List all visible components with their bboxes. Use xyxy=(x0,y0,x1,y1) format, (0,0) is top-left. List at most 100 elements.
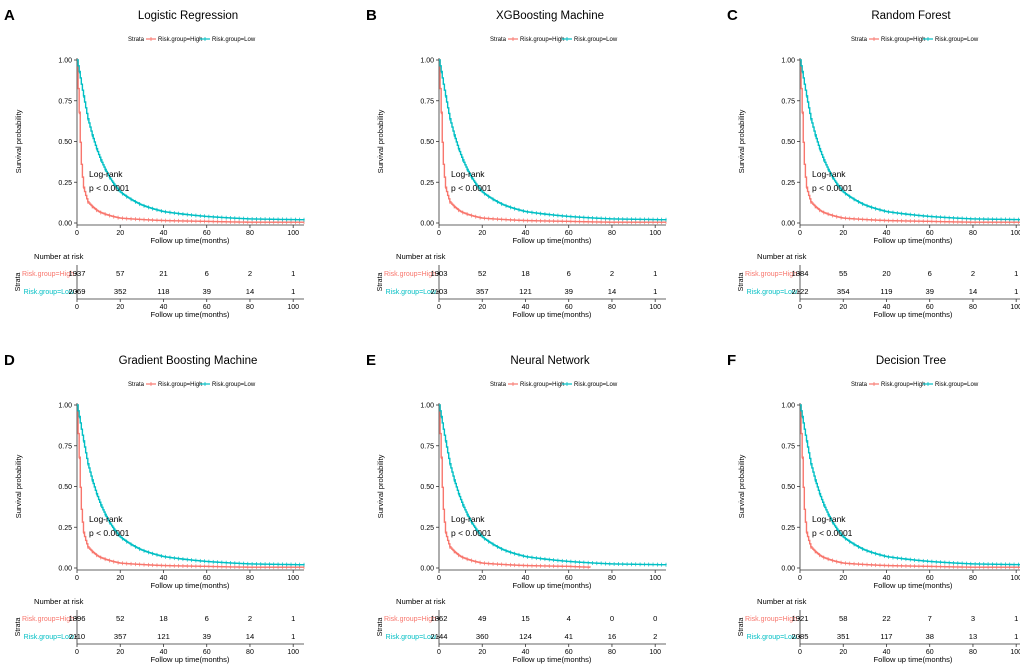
legend-label-low: Risk.group=Low xyxy=(574,382,618,388)
risk-x-tick-label: 0 xyxy=(75,649,79,656)
survival-curve-low xyxy=(439,59,667,221)
risk-count-low: 1 xyxy=(291,632,295,641)
risk-count-low: 2069 xyxy=(69,287,86,296)
legend: Strata Risk.group=High Risk.group=Low xyxy=(128,37,256,43)
risk-count-high: 18 xyxy=(521,269,529,278)
risk-x-tick-label: 100 xyxy=(287,649,299,656)
y-axis-title: Survival probability xyxy=(376,109,385,173)
survival-curve-low xyxy=(77,59,305,221)
x-axis-title: Follow up time(months) xyxy=(151,581,230,590)
risk-count-high: 1921 xyxy=(792,614,809,623)
p-value-label: p < 0.0001 xyxy=(812,183,853,193)
risk-count-low: 351 xyxy=(837,632,850,641)
risk-x-tick-label: 0 xyxy=(437,304,441,311)
risk-count-low: 2110 xyxy=(69,632,85,641)
x-tick-label: 20 xyxy=(839,230,847,237)
survival-curve-high xyxy=(77,59,304,223)
x-tick-label: 20 xyxy=(839,575,847,582)
risk-x-tick-label: 0 xyxy=(798,304,802,311)
p-value-label: p < 0.0001 xyxy=(89,183,130,193)
x-tick-label: 100 xyxy=(287,230,299,237)
risk-count-low: 121 xyxy=(157,632,170,641)
risk-x-tick-label: 40 xyxy=(883,649,891,656)
legend-title: Strata xyxy=(490,37,507,43)
survival-curve-low xyxy=(77,404,305,566)
legend-title: Strata xyxy=(851,37,868,43)
risk-count-low: 2122 xyxy=(792,287,809,296)
y-tick-label: 0.50 xyxy=(58,484,72,491)
risk-count-high: 1 xyxy=(653,269,657,278)
risk-count-low: 2 xyxy=(653,632,657,641)
legend-label-low: Risk.group=Low xyxy=(935,37,979,43)
risk-table-strata-label: Strata xyxy=(738,273,745,292)
x-tick-label: 40 xyxy=(522,575,530,582)
risk-count-high: 6 xyxy=(567,269,571,278)
risk-count-low: 357 xyxy=(114,632,127,641)
y-tick-label: 1.00 xyxy=(781,403,795,410)
x-tick-label: 100 xyxy=(1010,575,1020,582)
y-axis-title: Survival probability xyxy=(737,454,746,518)
x-tick-label: 80 xyxy=(246,575,254,582)
x-axis-title: Follow up time(months) xyxy=(513,236,592,245)
y-tick-label: 0.75 xyxy=(781,443,795,450)
risk-table-x-title: Follow up time(months) xyxy=(151,655,230,664)
y-tick-label: 0.25 xyxy=(420,180,434,187)
survival-curve-high xyxy=(800,404,1020,568)
risk-count-high: 6 xyxy=(205,269,209,278)
risk-table-x-title: Follow up time(months) xyxy=(874,655,953,664)
risk-count-low: 16 xyxy=(608,632,616,641)
risk-count-high: 1896 xyxy=(69,614,86,623)
risk-table-title: Number at risk xyxy=(34,252,84,261)
risk-x-tick-label: 100 xyxy=(649,649,661,656)
x-tick-label: 0 xyxy=(75,230,79,237)
risk-count-high: 0 xyxy=(610,614,614,623)
risk-row-label-low: Risk.group=Low xyxy=(386,634,437,641)
x-tick-label: 100 xyxy=(649,230,661,237)
legend-label-low: Risk.group=Low xyxy=(212,37,256,43)
risk-x-tick-label: 80 xyxy=(246,304,254,311)
risk-count-low: 119 xyxy=(880,287,892,296)
risk-table-strata-label: Strata xyxy=(377,618,384,637)
x-tick-label: 60 xyxy=(926,230,934,237)
x-tick-label: 40 xyxy=(160,230,168,237)
y-tick-label: 0.25 xyxy=(58,180,72,187)
risk-x-tick-label: 20 xyxy=(839,304,847,311)
risk-x-tick-label: 20 xyxy=(839,649,847,656)
y-tick-label: 0.50 xyxy=(781,139,795,146)
risk-count-high: 1 xyxy=(1014,269,1018,278)
y-tick-label: 0.00 xyxy=(58,566,72,573)
risk-count-low: 124 xyxy=(519,632,532,641)
legend: Strata Risk.group=High Risk.group=Low xyxy=(490,382,618,388)
x-tick-label: 60 xyxy=(926,575,934,582)
risk-x-tick-label: 80 xyxy=(608,304,616,311)
x-tick-label: 0 xyxy=(75,575,79,582)
y-axis-title: Survival probability xyxy=(14,454,23,518)
y-tick-label: 0.75 xyxy=(420,443,434,450)
y-tick-label: 0.50 xyxy=(781,484,795,491)
panel-title: Random Forest xyxy=(871,10,951,22)
risk-row-label-high: Risk.group=High xyxy=(745,616,797,623)
legend: Strata Risk.group=High Risk.group=Low xyxy=(490,37,618,43)
x-tick-label: 80 xyxy=(608,575,616,582)
risk-x-tick-label: 100 xyxy=(649,304,661,311)
y-tick-label: 0.75 xyxy=(420,98,434,105)
y-tick-label: 0.00 xyxy=(420,566,434,573)
risk-table-strata-label: Strata xyxy=(15,273,22,292)
risk-x-tick-label: 20 xyxy=(116,304,124,311)
risk-x-tick-label: 60 xyxy=(203,304,211,311)
risk-count-low: 1 xyxy=(1014,632,1018,641)
risk-count-low: 2144 xyxy=(431,632,448,641)
x-tick-label: 20 xyxy=(116,575,124,582)
risk-count-high: 2 xyxy=(971,269,975,278)
legend-title: Strata xyxy=(128,37,145,43)
y-tick-label: 1.00 xyxy=(781,58,795,65)
legend-label-low: Risk.group=Low xyxy=(212,382,256,388)
legend-label-high: Risk.group=High xyxy=(520,37,565,43)
risk-row-label-high: Risk.group=High xyxy=(22,271,74,278)
risk-count-high: 1884 xyxy=(792,269,809,278)
risk-table-title: Number at risk xyxy=(757,597,807,606)
risk-x-tick-label: 100 xyxy=(287,304,299,311)
